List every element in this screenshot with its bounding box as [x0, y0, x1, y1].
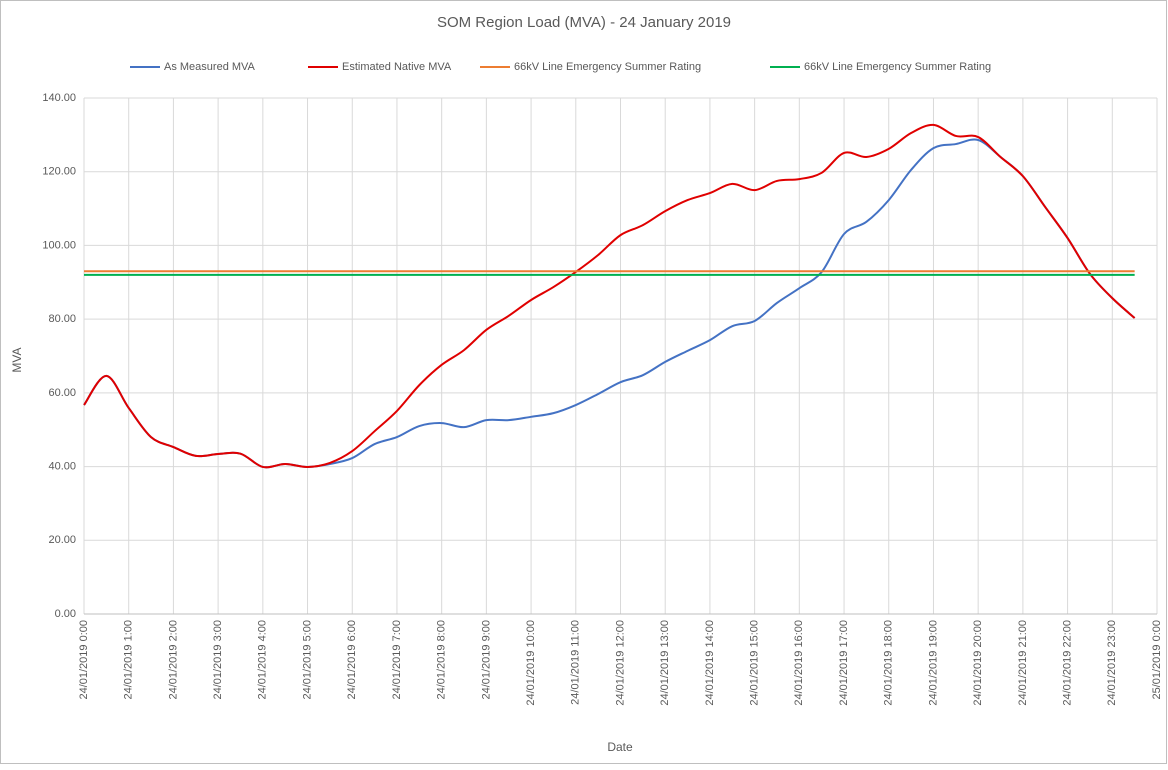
- x-tick-label: 24/01/2019 14:00: [704, 620, 716, 706]
- y-tick-label: 100.00: [42, 239, 76, 251]
- x-axis-title: Date: [607, 740, 633, 754]
- x-tick-label: 24/01/2019 2:00: [167, 620, 179, 700]
- series-line: [83, 123, 1136, 469]
- x-tick-label: 24/01/2019 21:00: [1017, 620, 1029, 706]
- x-tick-label: 24/01/2019 4:00: [257, 620, 269, 700]
- x-tick-label: 24/01/2019 16:00: [793, 620, 805, 706]
- y-axis-title: MVA: [10, 347, 24, 372]
- y-tick-label: 0.00: [55, 608, 76, 620]
- x-tick-label: 24/01/2019 17:00: [838, 620, 850, 706]
- x-tick-label: 24/01/2019 10:00: [525, 620, 537, 706]
- legend-label: Estimated Native MVA: [342, 61, 452, 73]
- x-tick-label: 24/01/2019 9:00: [480, 620, 492, 700]
- y-tick-label: 140.00: [42, 92, 76, 104]
- x-tick-label: 24/01/2019 6:00: [346, 620, 358, 700]
- x-tick-label: 24/01/2019 1:00: [123, 620, 135, 700]
- y-tick-label: 120.00: [42, 166, 76, 178]
- y-tick-label: 60.00: [48, 387, 76, 399]
- legend-label: 66kV Line Emergency Summer Rating: [514, 61, 701, 73]
- x-tick-label: 25/01/2019 0:00: [1151, 620, 1163, 700]
- x-tick-label: 24/01/2019 5:00: [301, 620, 313, 700]
- chart-title: SOM Region Load (MVA) - 24 January 2019: [437, 14, 731, 31]
- x-tick-label: 24/01/2019 20:00: [972, 620, 984, 706]
- x-tick-label: 24/01/2019 8:00: [436, 620, 448, 700]
- x-tick-label: 24/01/2019 18:00: [883, 620, 895, 706]
- x-tick-label: 24/01/2019 19:00: [927, 620, 939, 706]
- x-tick-label: 24/01/2019 7:00: [391, 620, 403, 700]
- x-tick-label: 24/01/2019 11:00: [570, 620, 582, 705]
- y-tick-label: 40.00: [48, 460, 76, 472]
- x-tick-label: 24/01/2019 12:00: [614, 620, 626, 706]
- x-tick-label: 24/01/2019 13:00: [659, 620, 671, 706]
- legend-label: 66kV Line Emergency Summer Rating: [804, 61, 991, 73]
- y-tick-label: 80.00: [48, 313, 76, 325]
- x-tick-label: 24/01/2019 15:00: [749, 620, 761, 706]
- x-tick-label: 24/01/2019 23:00: [1106, 620, 1118, 706]
- legend-label: As Measured MVA: [164, 61, 256, 73]
- x-tick-label: 24/01/2019 3:00: [212, 620, 224, 700]
- x-tick-label: 24/01/2019 0:00: [78, 620, 90, 700]
- x-tick-label: 24/01/2019 22:00: [1061, 620, 1073, 706]
- y-tick-label: 20.00: [48, 534, 76, 546]
